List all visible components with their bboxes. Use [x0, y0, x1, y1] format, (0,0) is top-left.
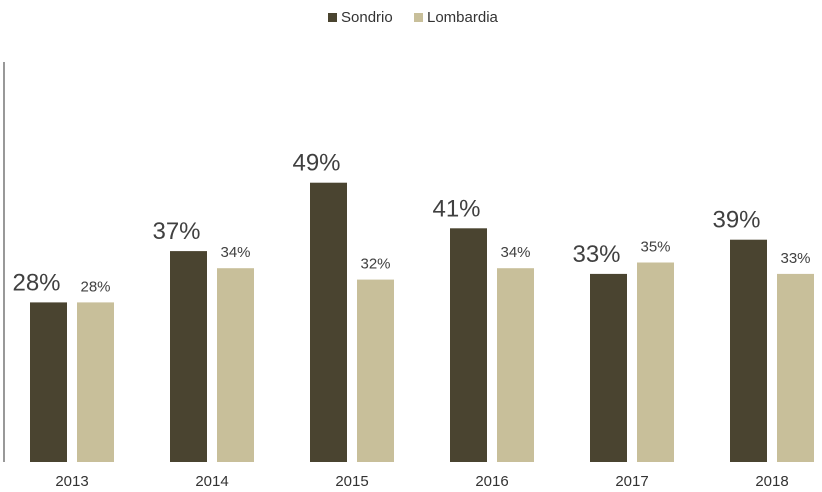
bar-sondrio-2016: [450, 228, 487, 462]
bar-sondrio-2018: [730, 239, 767, 462]
bar-sondrio-2017: [590, 273, 627, 462]
bar-lombardia-2013: [77, 302, 114, 462]
data-label-sondrio-2018: 39%: [712, 207, 760, 234]
x-tick-label-2016: 2016: [475, 473, 508, 490]
legend: Sondrio Lombardia: [328, 9, 499, 26]
legend-swatch-lombardia: [414, 13, 423, 22]
data-label-lombardia-2016: 34%: [500, 244, 530, 261]
x-tick-label-2017: 2017: [615, 473, 648, 490]
bar-sondrio-2013: [30, 302, 67, 462]
bar-lombardia-2018: [777, 273, 814, 462]
bars: [30, 182, 814, 462]
data-label-sondrio-2014: 37%: [152, 218, 200, 245]
x-tick-label-2018: 2018: [755, 473, 788, 490]
x-tick-label-2015: 2015: [335, 473, 368, 490]
legend-label-sondrio: Sondrio: [341, 9, 393, 26]
data-label-sondrio-2016: 41%: [432, 195, 480, 222]
bar-sondrio-2015: [310, 182, 347, 462]
data-label-lombardia-2013: 28%: [80, 278, 110, 295]
x-tick-label-2014: 2014: [195, 473, 228, 490]
data-label-lombardia-2014: 34%: [220, 244, 250, 261]
x-tick-label-2013: 2013: [55, 473, 88, 490]
data-label-sondrio-2015: 49%: [292, 150, 340, 177]
x-axis-ticks: 2013 2014 2015 2016 2017 2018: [55, 473, 788, 490]
bar-lombardia-2015: [357, 279, 394, 462]
data-label-lombardia-2018: 33%: [780, 250, 810, 267]
bar-lombardia-2016: [497, 268, 534, 462]
data-label-lombardia-2015: 32%: [360, 256, 390, 273]
data-label-sondrio-2013: 28%: [12, 269, 60, 296]
data-label-sondrio-2017: 33%: [572, 241, 620, 268]
legend-label-lombardia: Lombardia: [427, 9, 499, 26]
bar-lombardia-2014: [217, 268, 254, 462]
data-label-lombardia-2017: 35%: [640, 239, 670, 256]
bar-lombardia-2017: [637, 262, 674, 462]
legend-swatch-sondrio: [328, 13, 337, 22]
data-labels: 28% 28% 37% 34% 49% 32% 41% 34% 33% 35% 39% 33%: [12, 150, 810, 297]
bar-sondrio-2014: [170, 251, 207, 462]
